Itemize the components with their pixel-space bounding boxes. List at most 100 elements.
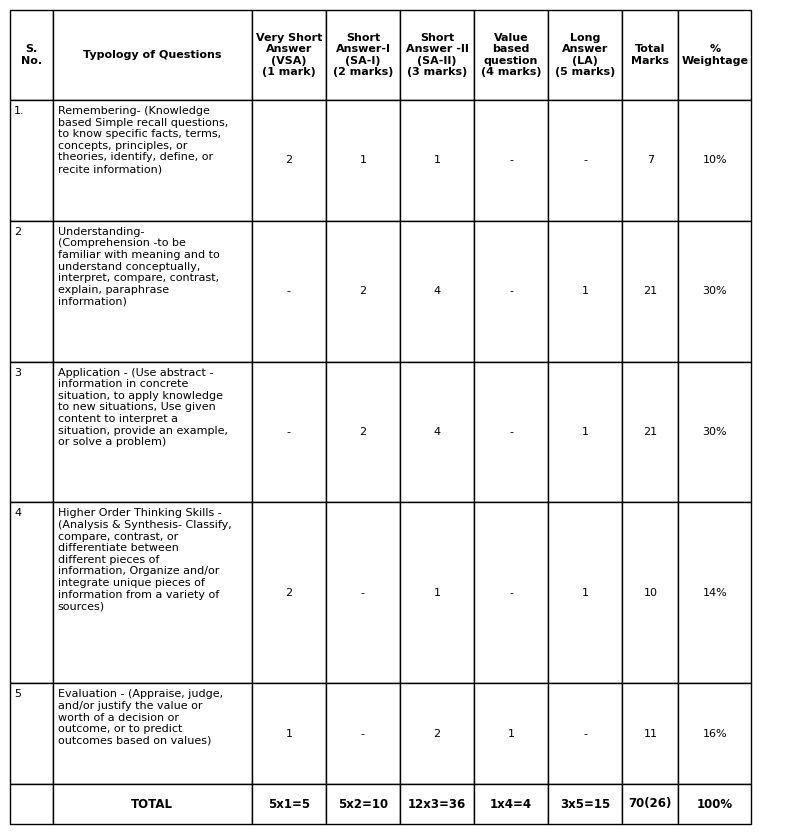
Text: 1: 1 [582, 427, 589, 437]
Text: 4: 4 [434, 286, 441, 296]
Bar [548, 100, 622, 221]
Text: 10: 10 [643, 588, 658, 598]
Bar [10, 784, 53, 824]
Text: 70(26): 70(26) [629, 797, 672, 811]
Text: 1.: 1. [14, 106, 25, 116]
Bar [678, 100, 751, 221]
Bar [678, 221, 751, 361]
Text: -: - [583, 155, 587, 165]
Text: 1: 1 [582, 286, 589, 296]
Bar [10, 221, 53, 361]
Bar [53, 361, 252, 502]
Bar [474, 10, 548, 100]
Text: Very Short
Answer
(VSA)
(1 mark): Very Short Answer (VSA) (1 mark) [256, 33, 322, 78]
Bar [678, 784, 751, 824]
Bar [10, 10, 53, 100]
Text: Typology of Questions: Typology of Questions [83, 50, 222, 60]
Bar [622, 502, 678, 683]
Text: 4: 4 [434, 427, 441, 437]
Text: 2: 2 [286, 588, 293, 598]
Text: 100%: 100% [697, 797, 733, 811]
Text: 30%: 30% [702, 286, 727, 296]
Text: Total
Marks: Total Marks [631, 44, 670, 66]
Text: Long
Answer
(LA)
(5 marks): Long Answer (LA) (5 marks) [555, 33, 615, 78]
Text: S.
No.: S. No. [21, 44, 42, 66]
Bar [326, 361, 400, 502]
Bar [678, 683, 751, 784]
Text: 2: 2 [359, 427, 366, 437]
Bar [400, 502, 474, 683]
Bar [548, 10, 622, 100]
Text: 1: 1 [286, 729, 292, 739]
Text: 1: 1 [359, 155, 366, 165]
Bar [252, 784, 326, 824]
Bar [548, 502, 622, 683]
Text: -: - [509, 286, 513, 296]
Text: 5x1=5: 5x1=5 [268, 797, 310, 811]
Bar [53, 100, 252, 221]
Text: -: - [509, 427, 513, 437]
Text: Application - (Use abstract -
information in concrete
situation, to apply knowle: Application - (Use abstract - informatio… [58, 368, 228, 447]
Bar [326, 683, 400, 784]
Bar [53, 10, 252, 100]
Bar [252, 683, 326, 784]
Text: 5: 5 [14, 690, 21, 700]
Bar [622, 361, 678, 502]
Bar [53, 784, 252, 824]
Bar [400, 784, 474, 824]
Bar [622, 683, 678, 784]
Text: Remembering- (Knowledge
based Simple recall questions,
to know specific facts, t: Remembering- (Knowledge based Simple rec… [58, 106, 228, 174]
Text: 2: 2 [14, 227, 21, 237]
Bar [326, 502, 400, 683]
Text: 7: 7 [647, 155, 654, 165]
Bar [252, 100, 326, 221]
Bar [548, 361, 622, 502]
Bar [252, 221, 326, 361]
Text: 5x2=10: 5x2=10 [338, 797, 388, 811]
Bar [53, 683, 252, 784]
Bar [474, 502, 548, 683]
Bar [326, 10, 400, 100]
Text: Understanding-
(Comprehension -to be
familiar with meaning and to
understand con: Understanding- (Comprehension -to be fam… [58, 227, 220, 306]
Bar [400, 361, 474, 502]
Bar [10, 683, 53, 784]
Bar [400, 683, 474, 784]
Bar [326, 784, 400, 824]
Bar [548, 221, 622, 361]
Text: -: - [361, 729, 365, 739]
Text: TOTAL: TOTAL [131, 797, 174, 811]
Text: Higher Order Thinking Skills -
(Analysis & Synthesis- Classify,
compare, contras: Higher Order Thinking Skills - (Analysis… [58, 509, 232, 611]
Bar [400, 100, 474, 221]
Text: 21: 21 [643, 427, 658, 437]
Text: 1: 1 [508, 729, 514, 739]
Bar [622, 10, 678, 100]
Bar [474, 100, 548, 221]
Text: 11: 11 [643, 729, 658, 739]
Bar [400, 10, 474, 100]
Text: 21: 21 [643, 286, 658, 296]
Text: 3x5=15: 3x5=15 [560, 797, 610, 811]
Bar [548, 784, 622, 824]
Text: -: - [361, 588, 365, 598]
Text: 2: 2 [434, 729, 441, 739]
Bar [474, 683, 548, 784]
Text: Value
based
question
(4 marks): Value based question (4 marks) [481, 33, 542, 78]
Text: 14%: 14% [702, 588, 727, 598]
Bar [678, 10, 751, 100]
Bar [474, 221, 548, 361]
Bar [622, 784, 678, 824]
Bar [53, 221, 252, 361]
Text: -: - [287, 427, 291, 437]
Text: 1: 1 [582, 588, 589, 598]
Bar [53, 502, 252, 683]
Bar [678, 361, 751, 502]
Text: Evaluation - (Appraise, judge,
and/or justify the value or
worth of a decision o: Evaluation - (Appraise, judge, and/or ju… [58, 690, 223, 746]
Bar [548, 683, 622, 784]
Text: 16%: 16% [702, 729, 727, 739]
Text: 1x4=4: 1x4=4 [490, 797, 532, 811]
Bar [252, 361, 326, 502]
Bar [678, 502, 751, 683]
Text: 10%: 10% [702, 155, 727, 165]
Text: -: - [287, 286, 291, 296]
Bar [252, 502, 326, 683]
